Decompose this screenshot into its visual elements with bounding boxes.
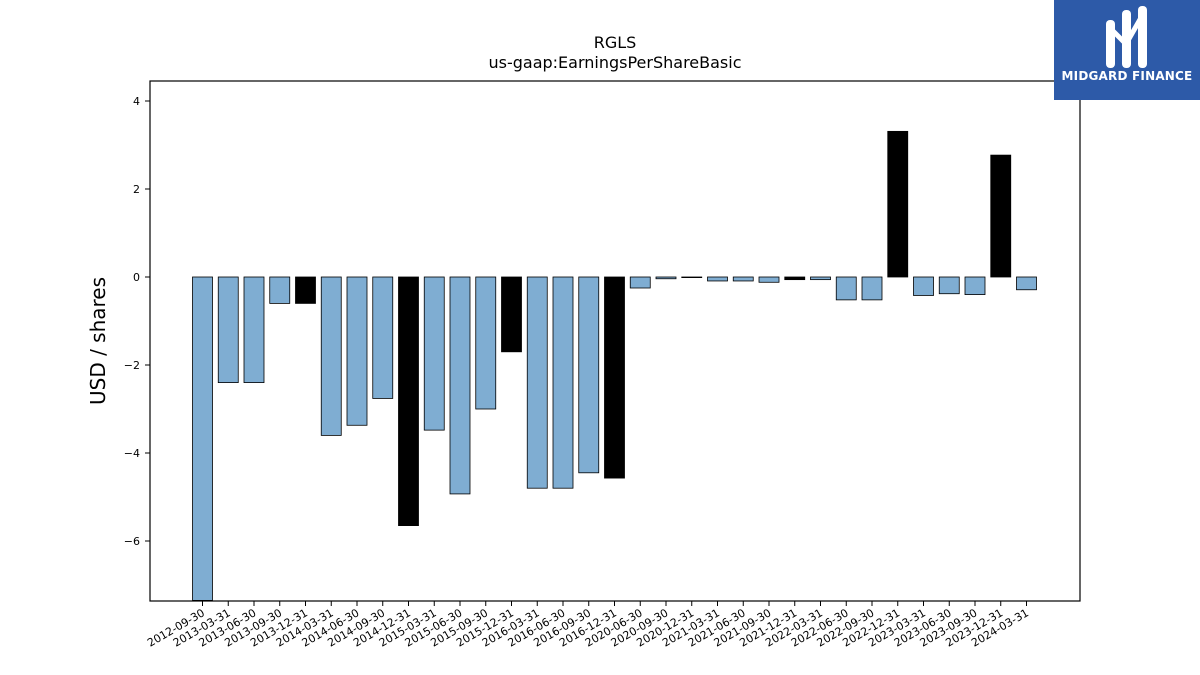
bar-2022-03-31 — [810, 276, 831, 281]
bar-2015-06-30 — [449, 276, 471, 495]
bar-2014-03-31 — [320, 276, 342, 436]
bar-2021-06-30 — [732, 276, 754, 282]
bar-2014-06-30 — [346, 276, 368, 426]
bar-2020-09-30 — [655, 276, 677, 280]
bar-2015-12-31 — [501, 276, 522, 353]
brand-name: MIDGARD FINANCE — [1061, 69, 1193, 83]
bar-2014-12-31 — [398, 276, 419, 527]
bar-2023-12-31 — [990, 154, 1012, 278]
y-tick-label: 4 — [133, 95, 140, 108]
bar-2013-09-30 — [269, 276, 291, 304]
bar-2016-06-30 — [552, 276, 574, 489]
bar-2015-09-30 — [475, 276, 497, 410]
bar-2013-12-31 — [295, 276, 316, 304]
y-tick-label: 2 — [133, 183, 140, 196]
bar-2020-12-31 — [681, 276, 703, 279]
y-tick-label: −4 — [124, 447, 140, 460]
chart-subtitle: us-gaap:EarningsPerShareBasic — [488, 53, 741, 72]
bar-2024-03-31 — [1016, 276, 1037, 291]
bar-2022-09-30 — [861, 276, 883, 301]
bar-2022-06-30 — [835, 276, 857, 301]
bar-2013-03-31 — [217, 276, 239, 383]
bar-2016-09-30 — [578, 276, 600, 474]
bar-2023-06-30 — [938, 276, 960, 295]
bar-2015-03-31 — [423, 276, 445, 431]
y-axis: 4 2 0 −2 −4 −6 — [124, 95, 150, 548]
bar-2014-09-30 — [372, 276, 394, 399]
bar-2016-03-31 — [526, 276, 548, 489]
bar-2022-12-31 — [887, 130, 909, 278]
bar-2021-09-30 — [758, 276, 780, 283]
bar-2012-09-30 — [192, 276, 213, 601]
bar-2023-03-31 — [913, 276, 934, 296]
bar-2013-06-30 — [243, 276, 265, 383]
bar-2021-12-31 — [784, 276, 806, 281]
bar-2021-03-31 — [707, 276, 728, 282]
bar-2023-09-30 — [964, 276, 986, 296]
brand-logo: MIDGARD FINANCE — [1054, 0, 1200, 100]
chart-title: RGLS — [594, 33, 637, 52]
plot-frame — [149, 80, 1081, 602]
midgard-logo-icon — [1106, 6, 1147, 68]
y-tick-label: −6 — [124, 535, 140, 548]
y-tick-label: −2 — [124, 359, 140, 372]
y-axis-label: USD / shares — [86, 277, 110, 405]
bars-group — [192, 130, 1037, 601]
y-tick-label: 0 — [133, 271, 140, 284]
bar-2016-12-31 — [604, 276, 625, 479]
x-axis: 2012-09-302013-03-312013-06-302013-09-30… — [145, 601, 1031, 650]
bar-2020-06-30 — [629, 276, 651, 289]
